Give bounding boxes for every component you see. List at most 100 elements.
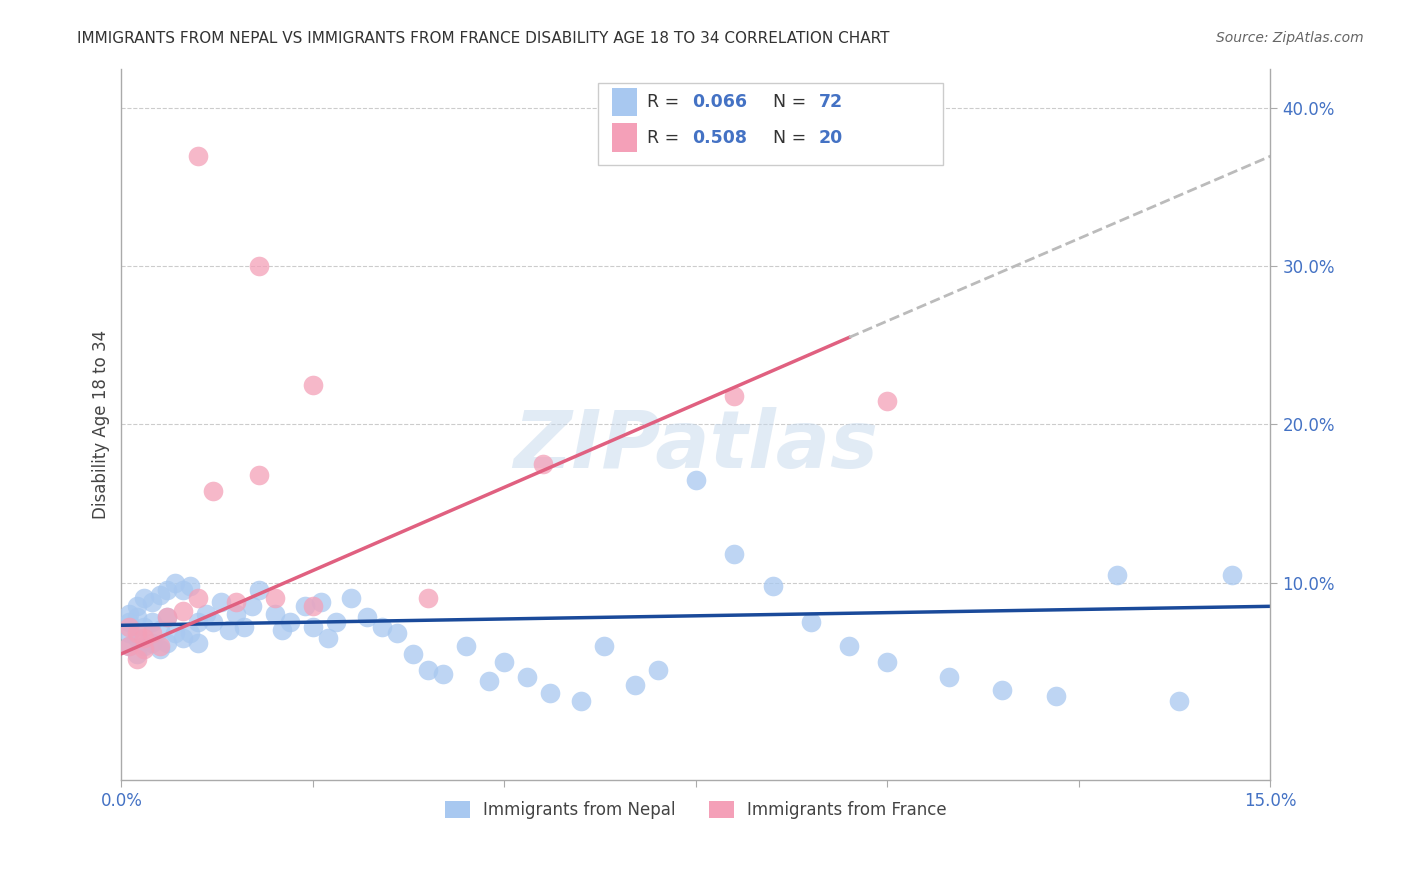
Point [187,148,209,162]
Point [876,393,898,408]
Point [356,610,378,624]
Bar [612,123,637,152]
Point [569,694,592,708]
Point [494,655,516,669]
Point [838,639,860,653]
Text: ZIPatlas: ZIPatlas [513,407,879,484]
Point [800,615,823,629]
Point [302,377,325,392]
Point [1107,567,1129,582]
Point [401,647,423,661]
Point [416,663,439,677]
Point [225,594,247,608]
Point [179,579,201,593]
Text: IMMIGRANTS FROM NEPAL VS IMMIGRANTS FROM FRANCE DISABILITY AGE 18 TO 34 CORRELAT: IMMIGRANTS FROM NEPAL VS IMMIGRANTS FROM… [77,31,890,46]
Point [416,591,439,606]
Point [125,651,148,665]
Point [187,591,209,606]
Point [387,626,409,640]
Point [149,588,172,602]
Point [125,647,148,661]
Point [209,594,232,608]
Point [141,636,163,650]
Point [149,623,172,637]
Point [302,620,325,634]
Point [134,631,156,645]
Point [991,683,1014,698]
Point [456,639,478,653]
Point [156,610,179,624]
Point [187,636,209,650]
Text: 20: 20 [818,128,844,146]
Point [118,607,141,622]
Text: N =: N = [773,93,811,111]
Point [165,626,187,640]
Point [118,615,141,629]
Point [172,583,194,598]
Point [263,607,285,622]
Point [432,667,454,681]
Point [647,663,669,677]
Point [156,636,179,650]
Point [876,655,898,669]
Text: R =: R = [647,93,685,111]
Point [623,678,645,692]
Point [149,642,172,657]
Point [316,631,339,645]
Point [309,594,332,608]
Point [141,615,163,629]
Point [156,610,179,624]
Point [134,620,156,634]
Point [340,591,363,606]
Point [172,604,194,618]
Legend: Immigrants from Nepal, Immigrants from France: Immigrants from Nepal, Immigrants from F… [439,794,953,825]
Point [125,631,148,645]
Point [125,599,148,614]
Text: 72: 72 [818,93,844,111]
Point [240,599,263,614]
Point [938,671,960,685]
Text: 0.066: 0.066 [693,93,748,111]
Point [1045,690,1067,704]
Y-axis label: Disability Age 18 to 34: Disability Age 18 to 34 [93,330,110,519]
Point [187,615,209,629]
Point [134,642,156,657]
Text: R =: R = [647,128,685,146]
Point [371,620,394,634]
Point [531,457,554,471]
Point [156,583,179,598]
Text: Source: ZipAtlas.com: Source: ZipAtlas.com [1216,31,1364,45]
Point [218,623,240,637]
Bar [612,87,637,116]
Text: 0.508: 0.508 [693,128,748,146]
Point [723,547,745,561]
Text: N =: N = [773,128,811,146]
Point [125,626,148,640]
Point [134,639,156,653]
Point [325,615,347,629]
Point [723,389,745,403]
Point [118,639,141,653]
Point [125,610,148,624]
Point [302,599,325,614]
Point [538,686,561,700]
Point [118,626,141,640]
Point [1167,694,1189,708]
Point [141,594,163,608]
Point [118,639,141,653]
Point [134,591,156,606]
Point [225,607,247,622]
Point [118,620,141,634]
Point [141,626,163,640]
Point [179,626,201,640]
Point [202,615,225,629]
Point [233,620,256,634]
Point [149,639,172,653]
Point [247,583,270,598]
FancyBboxPatch shape [599,83,943,165]
Point [478,673,501,688]
Point [1220,567,1243,582]
Point [194,607,217,622]
Point [271,623,294,637]
Point [294,599,316,614]
